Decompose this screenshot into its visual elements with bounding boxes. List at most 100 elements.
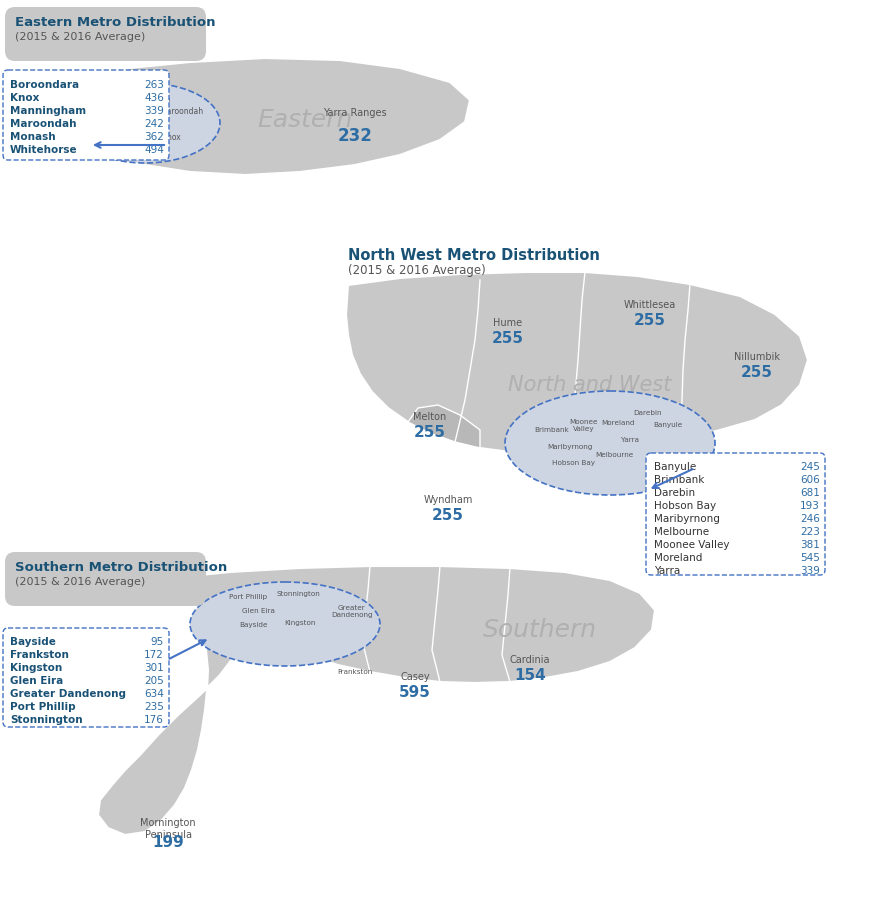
Text: Boroondara: Boroondara	[10, 80, 79, 90]
Text: Moreland: Moreland	[654, 553, 702, 563]
FancyBboxPatch shape	[5, 7, 206, 61]
Text: Kingston: Kingston	[10, 663, 62, 673]
Text: Darebin: Darebin	[654, 488, 695, 498]
Text: Manningham: Manningham	[120, 94, 170, 103]
Text: Bayside: Bayside	[239, 622, 268, 628]
Text: Bayside: Bayside	[10, 637, 56, 647]
Text: Whitehorse: Whitehorse	[108, 120, 152, 129]
Polygon shape	[408, 405, 480, 448]
Text: 246: 246	[800, 514, 820, 524]
Text: 205: 205	[144, 676, 164, 686]
Text: Manningham: Manningham	[10, 106, 86, 116]
Text: Banyule: Banyule	[654, 462, 696, 472]
Text: 339: 339	[800, 566, 820, 576]
Text: Glen Eira: Glen Eira	[242, 608, 275, 614]
FancyBboxPatch shape	[5, 552, 206, 606]
Text: Yarra: Yarra	[621, 437, 639, 443]
Text: Moonee
Valley: Moonee Valley	[570, 419, 598, 431]
Text: 436: 436	[144, 93, 164, 103]
Text: Whittlesea: Whittlesea	[624, 300, 677, 310]
Text: Brimbank: Brimbank	[534, 427, 569, 433]
Text: Hobson Bay: Hobson Bay	[654, 501, 717, 511]
Text: Port Phillip: Port Phillip	[229, 594, 267, 600]
FancyBboxPatch shape	[3, 70, 169, 160]
Text: Moreland: Moreland	[601, 420, 635, 426]
Text: Monash: Monash	[10, 132, 56, 142]
Ellipse shape	[505, 391, 715, 495]
Text: 245: 245	[800, 462, 820, 472]
Text: Frankston: Frankston	[337, 669, 372, 675]
Text: Melbourne: Melbourne	[595, 452, 633, 458]
Text: Port Phillip: Port Phillip	[10, 702, 76, 712]
Text: 154: 154	[514, 668, 546, 683]
Text: 193: 193	[800, 501, 820, 511]
Text: Brimbank: Brimbank	[654, 475, 704, 485]
Text: Moonee Valley: Moonee Valley	[654, 540, 730, 550]
Text: 235: 235	[144, 702, 164, 712]
Text: Darebin: Darebin	[634, 410, 662, 416]
Text: Southern Metro Distribution: Southern Metro Distribution	[15, 561, 228, 574]
Text: 634: 634	[144, 689, 164, 699]
Text: Kingston: Kingston	[284, 620, 316, 626]
Text: (2015 & 2016 Average): (2015 & 2016 Average)	[348, 264, 485, 277]
Text: Knox: Knox	[10, 93, 39, 103]
Text: Greater
Dandenong: Greater Dandenong	[332, 605, 372, 619]
Text: Melton: Melton	[413, 412, 446, 422]
Text: Nillumbik: Nillumbik	[734, 352, 780, 362]
Text: 255: 255	[414, 425, 446, 440]
Text: Yarra Ranges: Yarra Ranges	[324, 108, 387, 118]
Text: 681: 681	[800, 488, 820, 498]
Text: Mornington
Peninsula: Mornington Peninsula	[140, 818, 196, 840]
Polygon shape	[98, 598, 242, 835]
Text: (2015 & 2016 Average): (2015 & 2016 Average)	[15, 32, 145, 42]
Polygon shape	[346, 272, 808, 454]
Text: 339: 339	[144, 106, 164, 116]
Text: Monash: Monash	[93, 136, 123, 144]
Text: Hume: Hume	[493, 318, 523, 328]
Text: 263: 263	[144, 80, 164, 90]
Polygon shape	[170, 566, 655, 683]
FancyBboxPatch shape	[3, 628, 169, 727]
Text: 362: 362	[144, 132, 164, 142]
Polygon shape	[78, 95, 205, 148]
Text: 199: 199	[152, 835, 184, 850]
Text: Hobson Bay: Hobson Bay	[552, 460, 596, 466]
Text: Banyule: Banyule	[653, 422, 683, 428]
Polygon shape	[212, 600, 310, 655]
FancyBboxPatch shape	[646, 453, 825, 575]
Text: 232: 232	[338, 127, 372, 145]
Text: Knox: Knox	[163, 133, 181, 142]
Text: Cardinia: Cardinia	[509, 655, 550, 665]
Text: Maribyrnong: Maribyrnong	[654, 514, 720, 524]
Text: North and West: North and West	[509, 375, 672, 395]
Text: Maribyrnong: Maribyrnong	[548, 444, 593, 450]
Text: Greater Dandenong: Greater Dandenong	[10, 689, 126, 699]
Text: North West Metro Distribution: North West Metro Distribution	[348, 248, 600, 263]
Text: 255: 255	[634, 313, 666, 328]
Text: 255: 255	[741, 365, 773, 380]
Text: 95: 95	[151, 637, 164, 647]
Text: 242: 242	[144, 119, 164, 129]
Text: 595: 595	[399, 685, 431, 700]
Text: 301: 301	[144, 663, 164, 673]
Polygon shape	[65, 58, 470, 175]
Text: Stonnington: Stonnington	[10, 715, 83, 725]
Text: Southern: Southern	[483, 618, 597, 642]
Text: 255: 255	[432, 508, 464, 523]
Text: Whitehorse: Whitehorse	[10, 145, 77, 155]
Text: Maroondah: Maroondah	[160, 108, 204, 117]
Text: (2015 & 2016 Average): (2015 & 2016 Average)	[15, 577, 145, 587]
Text: 494: 494	[144, 145, 164, 155]
Text: 381: 381	[800, 540, 820, 550]
Text: Yarra: Yarra	[654, 566, 680, 576]
Text: Wyndham: Wyndham	[423, 495, 473, 505]
Text: Boroondara: Boroondara	[83, 109, 127, 118]
Polygon shape	[600, 408, 690, 453]
Text: Eastern Metro Distribution: Eastern Metro Distribution	[15, 16, 215, 29]
Text: 176: 176	[144, 715, 164, 725]
Text: 255: 255	[492, 331, 524, 346]
Text: 223: 223	[800, 527, 820, 537]
Text: Stonnington: Stonnington	[276, 591, 320, 597]
Text: 545: 545	[800, 553, 820, 563]
Text: Eastern: Eastern	[257, 108, 353, 132]
